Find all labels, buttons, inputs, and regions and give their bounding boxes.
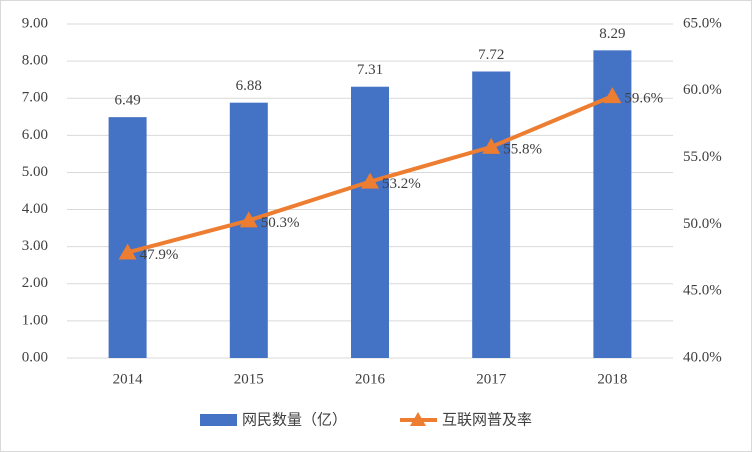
y2-tick-label: 60.0% [683, 82, 722, 98]
y2-tick-label: 50.0% [683, 216, 722, 232]
x-tick-label: 2017 [476, 371, 507, 387]
bar-value-label: 7.31 [357, 62, 383, 78]
line-value-label: 47.9% [140, 247, 179, 263]
y-tick-label: 3.00 [22, 238, 48, 254]
line-value-label: 59.6% [624, 91, 663, 107]
legend-swatch [200, 414, 237, 426]
y-tick-label: 1.00 [22, 312, 48, 328]
bar-value-label: 6.49 [114, 93, 140, 109]
bar-value-label: 6.88 [236, 78, 262, 94]
y2-tick-label: 65.0% [683, 15, 722, 31]
y-tick-label: 4.00 [22, 201, 48, 217]
y-tick-label: 8.00 [22, 53, 48, 69]
legend-label: 互联网普及率 [442, 411, 532, 429]
line-marker [361, 172, 379, 189]
y-tick-label: 5.00 [22, 164, 48, 180]
y2-tick-label: 55.0% [683, 149, 722, 165]
bar [351, 86, 389, 359]
line-value-label: 50.3% [261, 215, 300, 231]
line-marker [603, 87, 622, 104]
line-value-label: 53.2% [382, 176, 421, 192]
y-tick-label: 0.00 [22, 349, 48, 365]
bar [472, 71, 511, 358]
bar [229, 102, 268, 358]
y2-tick-label: 40.0% [683, 349, 722, 365]
x-tick-label: 2018 [597, 371, 627, 387]
x-tick-label: 2016 [355, 371, 386, 387]
x-tick-label: 2014 [113, 371, 144, 387]
y-tick-label: 6.00 [22, 127, 48, 143]
y-tick-label: 2.00 [22, 275, 48, 291]
y-tick-label: 7.00 [22, 90, 48, 106]
bar-value-label: 7.72 [478, 47, 504, 63]
legend-label: 网民数量（亿） [242, 411, 347, 429]
line-marker [239, 211, 258, 228]
legend-marker [410, 412, 426, 426]
x-tick-label: 2015 [234, 371, 264, 387]
y-tick-label: 9.00 [22, 15, 48, 31]
line-value-label: 55.8% [503, 141, 542, 157]
y2-tick-label: 45.0% [683, 283, 722, 299]
bar [108, 117, 147, 358]
line-marker [482, 137, 501, 154]
bar-value-label: 8.29 [599, 26, 625, 42]
line-marker [118, 243, 137, 260]
